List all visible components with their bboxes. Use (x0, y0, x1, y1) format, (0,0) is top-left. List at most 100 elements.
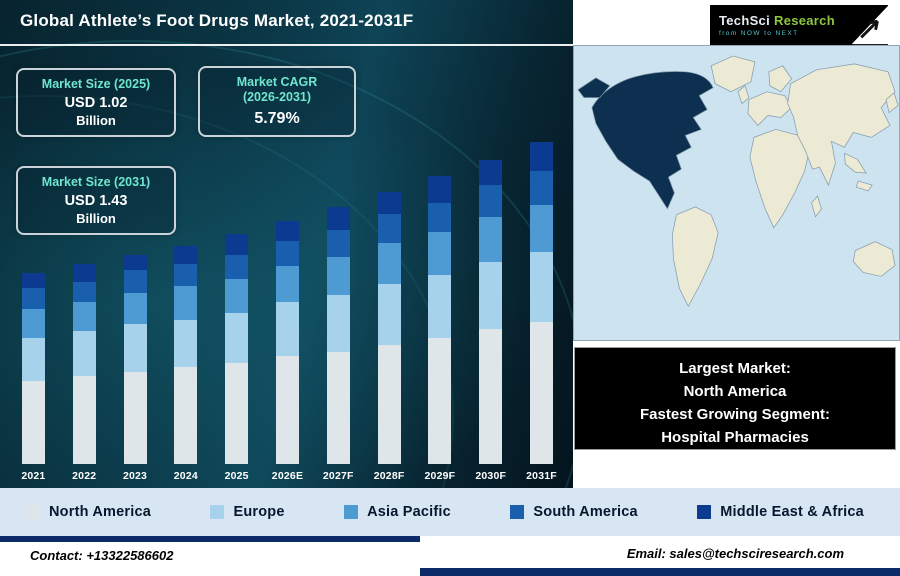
map-europe (747, 91, 793, 126)
footer-accent-bottom (420, 568, 900, 576)
bar-segment-asia-pacific (530, 205, 554, 253)
bar-segment-middle-east-africa (479, 160, 503, 185)
legend-item-europe: Europe (210, 504, 284, 520)
bar-segment-middle-east-africa (174, 245, 198, 264)
bar-segment-europe (72, 331, 96, 377)
map-africa (749, 129, 810, 229)
map-indonesia (855, 180, 873, 192)
market-cagr-box: Market CAGR (2026-2031) 5.79% (198, 66, 356, 137)
bar-segment-north-america (123, 371, 147, 464)
bar-segment-north-america (377, 344, 401, 464)
bar-segment-middle-east-africa (326, 207, 350, 230)
callout-line-3: Fastest Growing Segment: (639, 406, 831, 423)
bar-segment-south-america (377, 214, 401, 244)
bar-stack (21, 272, 45, 464)
bar-column-2026E: 2026E (262, 220, 313, 482)
map-madagascar (811, 195, 822, 218)
title-underline (0, 44, 573, 46)
page-title: Global Athlete’s Foot Drugs Market, 2021… (20, 11, 414, 30)
bar-segment-north-america (530, 322, 554, 464)
map-japan (885, 92, 899, 114)
bar-segment-south-america (530, 171, 554, 206)
bar-segment-middle-east-africa (21, 272, 45, 289)
bar-segment-north-america (428, 338, 452, 464)
bar-segment-south-america (72, 281, 96, 302)
bar-segment-middle-east-africa (123, 254, 147, 271)
callout-line-1: Largest Market: (679, 360, 791, 377)
market-cagr-label: Market CAGR (236, 75, 318, 89)
bar-segment-europe (123, 324, 147, 372)
bar-column-2027F: 2027F (313, 207, 364, 482)
market-cagr-value: 5.79% (254, 110, 300, 127)
legend-label-europe: Europe (233, 504, 285, 520)
bar-segment-north-america (225, 362, 249, 464)
bar-segment-asia-pacific (275, 266, 299, 302)
bar-column-2022: 2022 (59, 263, 110, 482)
logo-text: TechSci Research from NOW to NEXT (710, 13, 835, 37)
bar-segment-south-america (479, 185, 503, 217)
bar-column-2028F: 2028F (364, 191, 415, 482)
bar-segment-asia-pacific (377, 243, 401, 284)
techsci-logo: TechSci Research from NOW to NEXT (710, 5, 888, 45)
bar-segment-europe (225, 313, 249, 363)
callout-line-2: North America (683, 383, 787, 400)
logo-brand-research: Research (774, 13, 835, 28)
bar-stack (428, 175, 452, 464)
bar-segment-asia-pacific (326, 256, 350, 296)
bar-column-2030F: 2030F (465, 160, 516, 482)
bar-segment-europe (479, 261, 503, 329)
bar-segment-europe (174, 319, 198, 368)
map-alaska-highlight (577, 77, 611, 98)
bar-stack (530, 142, 554, 464)
map-scandinavia (768, 65, 793, 93)
email-text: Email: sales@techsciresearch.com (626, 546, 844, 561)
x-axis-label: 2027F (322, 470, 354, 482)
footer-accent-top (0, 536, 420, 542)
bar-stack (377, 191, 401, 464)
logo-arrow-icon (846, 5, 888, 45)
bar-segment-middle-east-africa (275, 220, 299, 242)
legend-item-asia-pacific: Asia Pacific (344, 504, 451, 520)
bar-segment-south-america (225, 254, 249, 280)
market-size-2025-unit: Billion (76, 113, 116, 128)
x-axis-label: 2030F (475, 470, 507, 482)
map-australia (852, 241, 896, 277)
legend-swatch-south-america (510, 505, 525, 519)
stacked-bar-chart: 2021 2022 2023 2024 2025 2026E 2027F 2028F 2029F… (8, 124, 567, 482)
bar-segment-asia-pacific (174, 286, 198, 320)
legend-item-north-america: North America (26, 504, 151, 520)
bar-segment-north-america (174, 367, 198, 464)
bar-stack (72, 263, 96, 464)
bar-segment-north-america (72, 376, 96, 464)
market-size-2031-value: USD 1.43 (64, 193, 128, 209)
bar-column-2025: 2025 (211, 234, 262, 482)
bar-segment-south-america (21, 288, 45, 309)
legend: North America Europe Asia Pacific South Ame… (0, 488, 900, 536)
bar-stack (275, 220, 299, 464)
market-size-2025-label: Market Size (2025) (41, 77, 151, 91)
legend-label-asia-pacific: Asia Pacific (367, 504, 451, 520)
legend-label-north-america: North America (49, 504, 151, 520)
bar-column-2024: 2024 (160, 245, 211, 482)
bar-segment-middle-east-africa (225, 234, 249, 255)
bar-segment-asia-pacific (123, 292, 147, 325)
bar-segment-south-america (428, 202, 452, 233)
bar-segment-middle-east-africa (377, 191, 401, 215)
legend-item-middle-east-africa: Middle East & Africa (697, 504, 864, 520)
bar-segment-asia-pacific (225, 279, 249, 314)
bar-segment-north-america (21, 380, 45, 464)
bar-segment-asia-pacific (428, 232, 452, 275)
bar-column-2023: 2023 (110, 254, 161, 482)
bar-segment-europe (530, 252, 554, 323)
bar-stack (479, 160, 503, 464)
bar-stack (225, 234, 249, 464)
bar-column-2021: 2021 (8, 272, 59, 482)
bar-stack (326, 207, 350, 464)
bar-segment-middle-east-africa (428, 175, 452, 203)
bar-segment-asia-pacific (72, 301, 96, 332)
market-size-2031-unit: Billion (76, 211, 116, 226)
logo-brand: TechSci Research (719, 13, 835, 28)
x-axis-label: 2025 (224, 470, 249, 482)
legend-swatch-middle-east-africa (697, 505, 712, 519)
x-axis-label: 2022 (72, 470, 97, 482)
